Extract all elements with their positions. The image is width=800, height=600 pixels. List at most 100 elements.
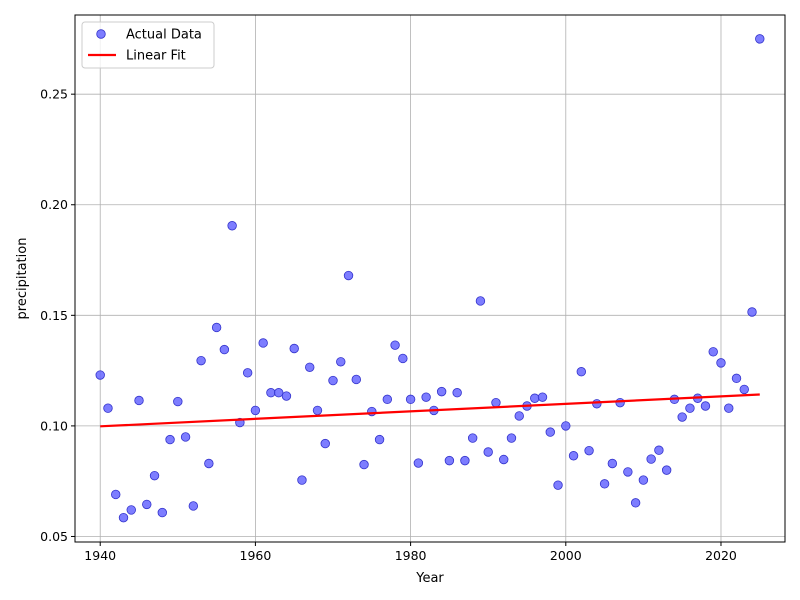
data-point (638, 475, 649, 485)
fit-line-group (100, 393, 760, 428)
data-point (118, 512, 129, 523)
legend-label-linear-fit: Linear Fit (126, 49, 186, 64)
data-point (142, 499, 152, 510)
data-point (180, 432, 191, 442)
data-point (499, 454, 509, 465)
legend-box (81, 21, 215, 69)
data-point (242, 368, 253, 378)
data-point (452, 388, 462, 398)
data-point (336, 357, 346, 367)
data-point (312, 405, 323, 416)
data-point (258, 338, 268, 348)
x-tick-label: 1940 (84, 548, 116, 563)
data-point (405, 394, 416, 405)
data-point (436, 386, 447, 397)
data-point (615, 397, 625, 408)
y-tick-label: 0.05 (40, 529, 68, 544)
data-point (103, 403, 113, 413)
data-point (204, 458, 214, 469)
data-point (739, 384, 749, 395)
data-point (599, 479, 610, 489)
data-point (483, 447, 493, 457)
data-point (111, 489, 121, 500)
data-point (530, 393, 540, 403)
data-point (196, 355, 206, 366)
data-point (747, 307, 757, 317)
data-point (568, 451, 579, 461)
x-tick-label: 1980 (395, 548, 427, 563)
axis-ticks: 1940 1960 1980 2000 2020 0.05 0.10 0.15 0.20 0.25 (40, 87, 737, 563)
data-point (467, 433, 478, 443)
legend-label-actual-data: Actual Data (126, 28, 202, 43)
plot-frame (74, 14, 786, 543)
data-point (685, 403, 695, 413)
data-point (716, 358, 726, 368)
y-tick-label: 0.20 (40, 197, 68, 212)
data-point (506, 433, 517, 443)
y-tick-label: 0.15 (40, 308, 68, 323)
data-point (677, 412, 687, 422)
data-point (584, 445, 594, 456)
data-point (460, 455, 470, 466)
data-point (359, 459, 369, 470)
data-point (165, 434, 175, 445)
data-point (126, 505, 136, 515)
legend: Actual Data Linear Fit (81, 21, 215, 69)
data-point (646, 454, 656, 464)
data-point (592, 399, 602, 409)
legend-marker-actual-data (96, 29, 106, 39)
data-point (134, 395, 144, 406)
data-point (320, 438, 330, 449)
data-point (731, 373, 742, 384)
data-point (537, 392, 548, 402)
data-point (351, 374, 361, 385)
data-point (149, 470, 160, 481)
scatter-points (95, 34, 765, 523)
data-point (623, 467, 633, 477)
data-point (724, 403, 734, 413)
data-point (475, 296, 486, 306)
data-point (343, 270, 354, 281)
grid (75, 15, 785, 542)
data-point (514, 411, 524, 421)
y-tick-label: 0.10 (40, 418, 68, 433)
x-tick-label: 2020 (705, 548, 737, 563)
data-point (328, 375, 338, 386)
data-point (95, 370, 105, 380)
data-point (545, 427, 555, 437)
data-point (661, 465, 672, 475)
data-point (374, 434, 385, 445)
data-point (398, 353, 408, 364)
data-point (297, 475, 307, 485)
data-point (700, 401, 711, 411)
data-point (367, 406, 377, 417)
data-point (227, 221, 237, 231)
data-point (561, 421, 571, 431)
data-point (382, 394, 393, 405)
data-point (654, 445, 664, 455)
data-point (413, 458, 424, 468)
data-point (421, 392, 431, 402)
x-tick-label: 1960 (240, 548, 272, 563)
data-point (708, 347, 718, 357)
data-point (390, 340, 400, 350)
x-axis-label: Year (415, 571, 444, 586)
data-point (491, 397, 501, 408)
data-point (607, 458, 618, 469)
data-point (173, 396, 183, 407)
x-tick-label: 2000 (550, 548, 582, 563)
data-point (755, 34, 765, 44)
data-point (281, 391, 292, 401)
data-point (576, 367, 587, 377)
y-axis-label: precipitation (15, 238, 30, 320)
data-point (188, 501, 199, 511)
data-point (219, 344, 230, 355)
data-point (630, 498, 641, 508)
data-point (273, 388, 284, 398)
data-point (266, 388, 276, 398)
y-tick-label: 0.25 (40, 87, 68, 102)
data-point (250, 405, 261, 416)
data-point (211, 322, 222, 333)
